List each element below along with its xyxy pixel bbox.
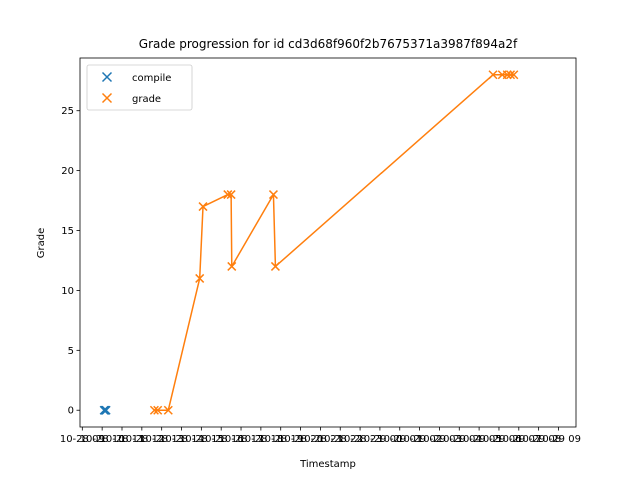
x-tick-label: 10-28 16 (199, 434, 244, 445)
data-point-grade (198, 202, 208, 212)
series-layer (99, 70, 519, 415)
x-tick-label: 10-28 10 (80, 434, 125, 445)
data-point-compile (101, 405, 111, 415)
data-point-grade (149, 405, 159, 415)
x-tick-label: 10-28 13 (139, 434, 184, 445)
x-tick-label: 10-29 06 (476, 434, 521, 445)
x-tick-label: 10-29 02 (397, 434, 442, 445)
y-tick-label: 10 (61, 286, 74, 297)
x-tick-label: 10-28 23 (338, 434, 383, 445)
x-tick-label: 10-28 11 (100, 434, 145, 445)
x-tick-label: 10-29 00 (357, 434, 402, 445)
x-tick-label: 10-29 03 (417, 434, 462, 445)
legend-marker-grade (101, 92, 113, 104)
data-point-grade (268, 190, 278, 200)
legend-label-compile: compile (132, 73, 171, 84)
x-tick-label: 10-28 18 (238, 434, 283, 445)
data-point-grade (195, 273, 205, 283)
data-point-grade (488, 70, 498, 80)
legend-label-grade: grade (132, 94, 161, 105)
x-tick-label: 10-28 21 (298, 434, 343, 445)
data-point-grade (227, 261, 237, 271)
data-point-grade (509, 70, 519, 80)
series-compile (99, 405, 111, 415)
x-tick-label: 10-29 08 (516, 434, 561, 445)
plot-area (80, 58, 576, 427)
series-grade (149, 70, 519, 415)
y-tick-label: 5 (68, 346, 74, 357)
chart-title: Grade progression for id cd3d68f960f2b76… (139, 37, 518, 51)
y-tick-label: 25 (61, 106, 74, 117)
x-tick-label: 10-29 04 (437, 434, 482, 445)
x-tick-label: 10-28 15 (179, 434, 224, 445)
x-tick-label: 10-29 07 (496, 434, 541, 445)
plot-frame (79, 57, 577, 428)
x-tick-label: 10-28 20 (278, 434, 323, 445)
data-point-grade (502, 70, 512, 80)
y-tick-label: 20 (61, 166, 74, 177)
data-point-grade (505, 70, 516, 80)
x-tick-label: 10-29 05 (457, 434, 502, 445)
y-tick-label: 15 (61, 226, 74, 237)
y-tick-label: 0 (68, 406, 74, 417)
data-point-grade (163, 405, 173, 415)
x-tick-label: 10-29 09 (536, 434, 581, 445)
legend-box (86, 64, 193, 111)
data-point-grade (226, 190, 236, 200)
x-tick-label: 10-28 14 (159, 434, 204, 445)
y-axis-label: Grade (36, 228, 47, 259)
plot-background (80, 58, 576, 427)
data-point-grade (223, 190, 233, 200)
legend-marker-compile (101, 71, 113, 83)
legend: compile grade (86, 64, 193, 111)
x-tick-label: 10-28 19 (258, 434, 303, 445)
data-point-grade (270, 261, 280, 271)
x-tick-label: 10-29 01 (377, 434, 422, 445)
x-tick-label: 10-28 17 (219, 434, 264, 445)
x-axis-label: Timestamp (299, 459, 356, 470)
data-point-grade (153, 405, 163, 415)
x-tick-label: 10-28 12 (119, 434, 164, 445)
x-tick-label: 10-28 22 (318, 434, 363, 445)
x-tick-label: 10-28 09 (60, 434, 105, 445)
